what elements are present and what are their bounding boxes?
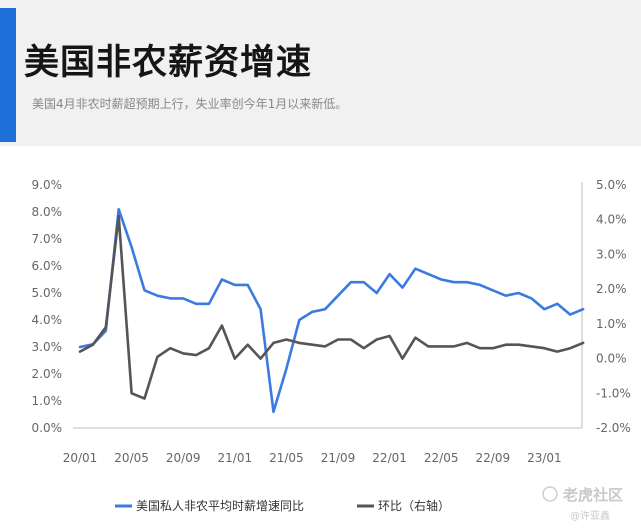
left-axis-tick-label: 4.0% bbox=[32, 313, 63, 327]
right-axis-tick-label: 0.0% bbox=[596, 352, 627, 366]
tiger-logo-icon bbox=[542, 486, 558, 502]
left-axis-tick-label: 3.0% bbox=[32, 340, 63, 354]
accent-bar bbox=[0, 8, 16, 142]
left-axis-tick-label: 1.0% bbox=[32, 394, 63, 408]
right-axis-tick-label: -1.0% bbox=[596, 386, 631, 400]
series-line-mom bbox=[78, 214, 585, 400]
left-axis-tick-label: 5.0% bbox=[32, 286, 63, 300]
header-band bbox=[0, 0, 641, 146]
left-axis-tick-label: 7.0% bbox=[32, 232, 63, 246]
legend-label-mom: 环比（右轴） bbox=[378, 498, 450, 513]
right-axis-tick-label: -2.0% bbox=[596, 421, 631, 435]
left-axis-tick-label: 0.0% bbox=[32, 421, 63, 435]
x-axis-tick-label: 20/09 bbox=[166, 451, 201, 465]
left-axis-tick-label: 6.0% bbox=[32, 259, 63, 273]
x-axis-tick-label: 22/09 bbox=[476, 451, 511, 465]
series-line-yoy bbox=[78, 208, 585, 414]
x-axis-tick-label: 22/01 bbox=[372, 451, 407, 465]
page-title: 美国非农薪资增速 bbox=[24, 43, 313, 83]
x-axis-tick-label: 22/05 bbox=[424, 451, 459, 465]
right-axis-tick-label: 5.0% bbox=[596, 178, 627, 192]
x-axis-tick-label: 21/01 bbox=[218, 451, 253, 465]
watermark-brand: 老虎社区 bbox=[562, 486, 623, 504]
x-axis-tick-label: 23/01 bbox=[527, 451, 562, 465]
right-axis-tick-label: 3.0% bbox=[596, 247, 627, 261]
x-axis-tick-label: 20/01 bbox=[63, 451, 98, 465]
watermark-handle: @许亚鑫 bbox=[570, 509, 610, 522]
page-subtitle: 美国4月非农时薪超预期上行，失业率创今年1月以来新低。 bbox=[32, 97, 348, 111]
left-axis-tick-label: 9.0% bbox=[32, 178, 63, 192]
x-axis-tick-label: 21/09 bbox=[321, 451, 356, 465]
left-axis-tick-label: 2.0% bbox=[32, 367, 63, 381]
right-axis-tick-label: 1.0% bbox=[596, 317, 627, 331]
left-axis-tick-label: 8.0% bbox=[32, 205, 63, 219]
legend-label-yoy: 美国私人非农平均时薪增速同比 bbox=[136, 499, 304, 513]
x-axis-tick-label: 20/05 bbox=[114, 451, 149, 465]
right-axis-tick-label: 4.0% bbox=[596, 213, 627, 227]
x-axis-tick-label: 21/05 bbox=[269, 451, 304, 465]
right-axis-tick-label: 2.0% bbox=[596, 282, 627, 296]
